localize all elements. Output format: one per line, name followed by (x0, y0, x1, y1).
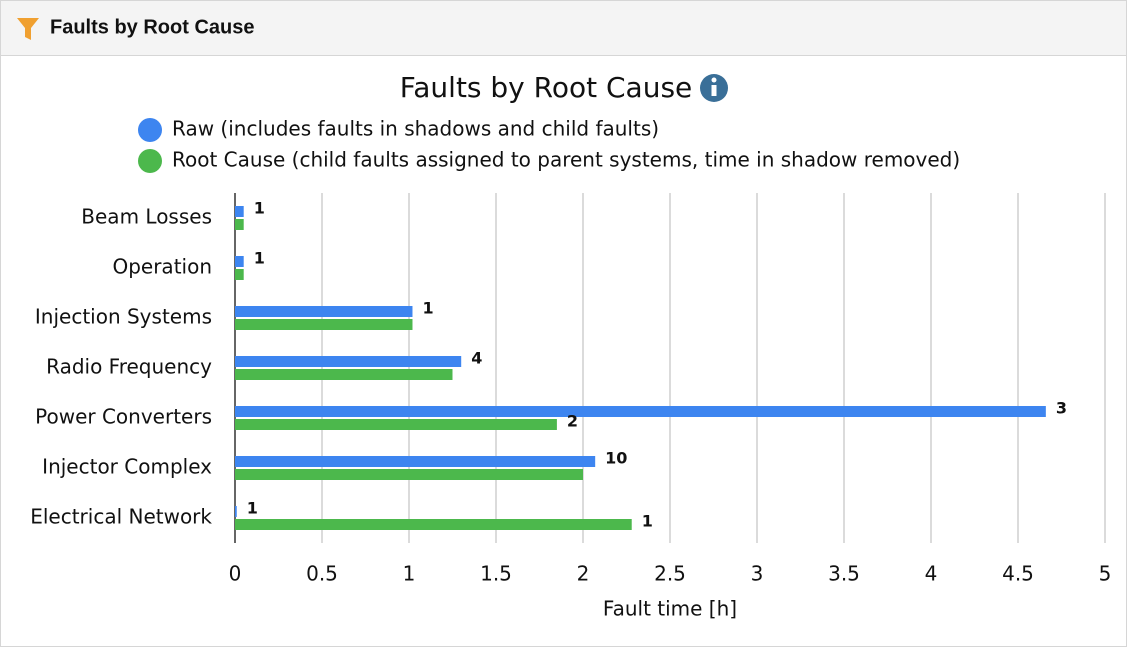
bar-count-label: 3 (1056, 399, 1067, 418)
bar-count-label: 10 (605, 449, 627, 468)
info-stem[interactable] (711, 85, 717, 96)
x-tick-label: 1.5 (480, 562, 512, 586)
bar (235, 206, 244, 217)
bar (235, 356, 462, 367)
bar-count-label: 2 (567, 412, 578, 431)
bar (235, 406, 1046, 417)
info-icon[interactable] (700, 74, 728, 102)
y-tick-label: Power Converters (35, 405, 212, 429)
bar (235, 306, 413, 317)
bar-count-label: 1 (642, 512, 653, 531)
x-tick-label: 5 (1099, 562, 1112, 586)
bar-count-label: 1 (247, 499, 258, 518)
legend-swatch (138, 118, 162, 142)
x-tick-label: 0.5 (306, 562, 338, 586)
bar (235, 219, 244, 230)
bar-count-label: 1 (254, 199, 265, 218)
bar (235, 469, 583, 480)
bar (235, 519, 632, 530)
x-tick-label: 0 (229, 562, 242, 586)
y-tick-label: Radio Frequency (46, 355, 212, 379)
panel-title: Faults by Root Cause (50, 16, 254, 38)
bar (235, 269, 244, 280)
bar-count-label: 1 (254, 249, 265, 268)
x-tick-label: 3 (751, 562, 764, 586)
bar (235, 456, 596, 467)
chart-title: Faults by Root Cause (400, 71, 693, 104)
bar (235, 419, 557, 430)
panel-header (0, 0, 1127, 56)
y-tick-label: Injector Complex (42, 455, 212, 479)
y-tick-label: Operation (112, 255, 212, 279)
info-dot[interactable] (711, 77, 717, 83)
bar-count-label: 1 (422, 299, 433, 318)
bar (235, 369, 453, 380)
x-tick-label: 1 (403, 562, 416, 586)
bar (235, 506, 237, 517)
y-tick-label: Injection Systems (35, 305, 212, 329)
legend-label: Raw (includes faults in shadows and chil… (172, 117, 659, 141)
x-tick-label: 2.5 (654, 562, 686, 586)
y-tick-label: Electrical Network (30, 505, 212, 529)
y-tick-label: Beam Losses (81, 205, 212, 229)
x-tick-label: 3.5 (828, 562, 860, 586)
legend-label: Root Cause (child faults assigned to par… (172, 148, 960, 172)
legend-swatch (138, 149, 162, 173)
x-tick-label: 4 (925, 562, 938, 586)
bar (235, 256, 244, 267)
bar-count-label: 4 (471, 349, 482, 368)
bar (235, 319, 413, 330)
x-axis-label: Fault time [h] (603, 597, 737, 621)
filter-icon[interactable] (17, 18, 39, 40)
x-tick-label: 4.5 (1002, 562, 1034, 586)
x-tick-label: 2 (577, 562, 590, 586)
